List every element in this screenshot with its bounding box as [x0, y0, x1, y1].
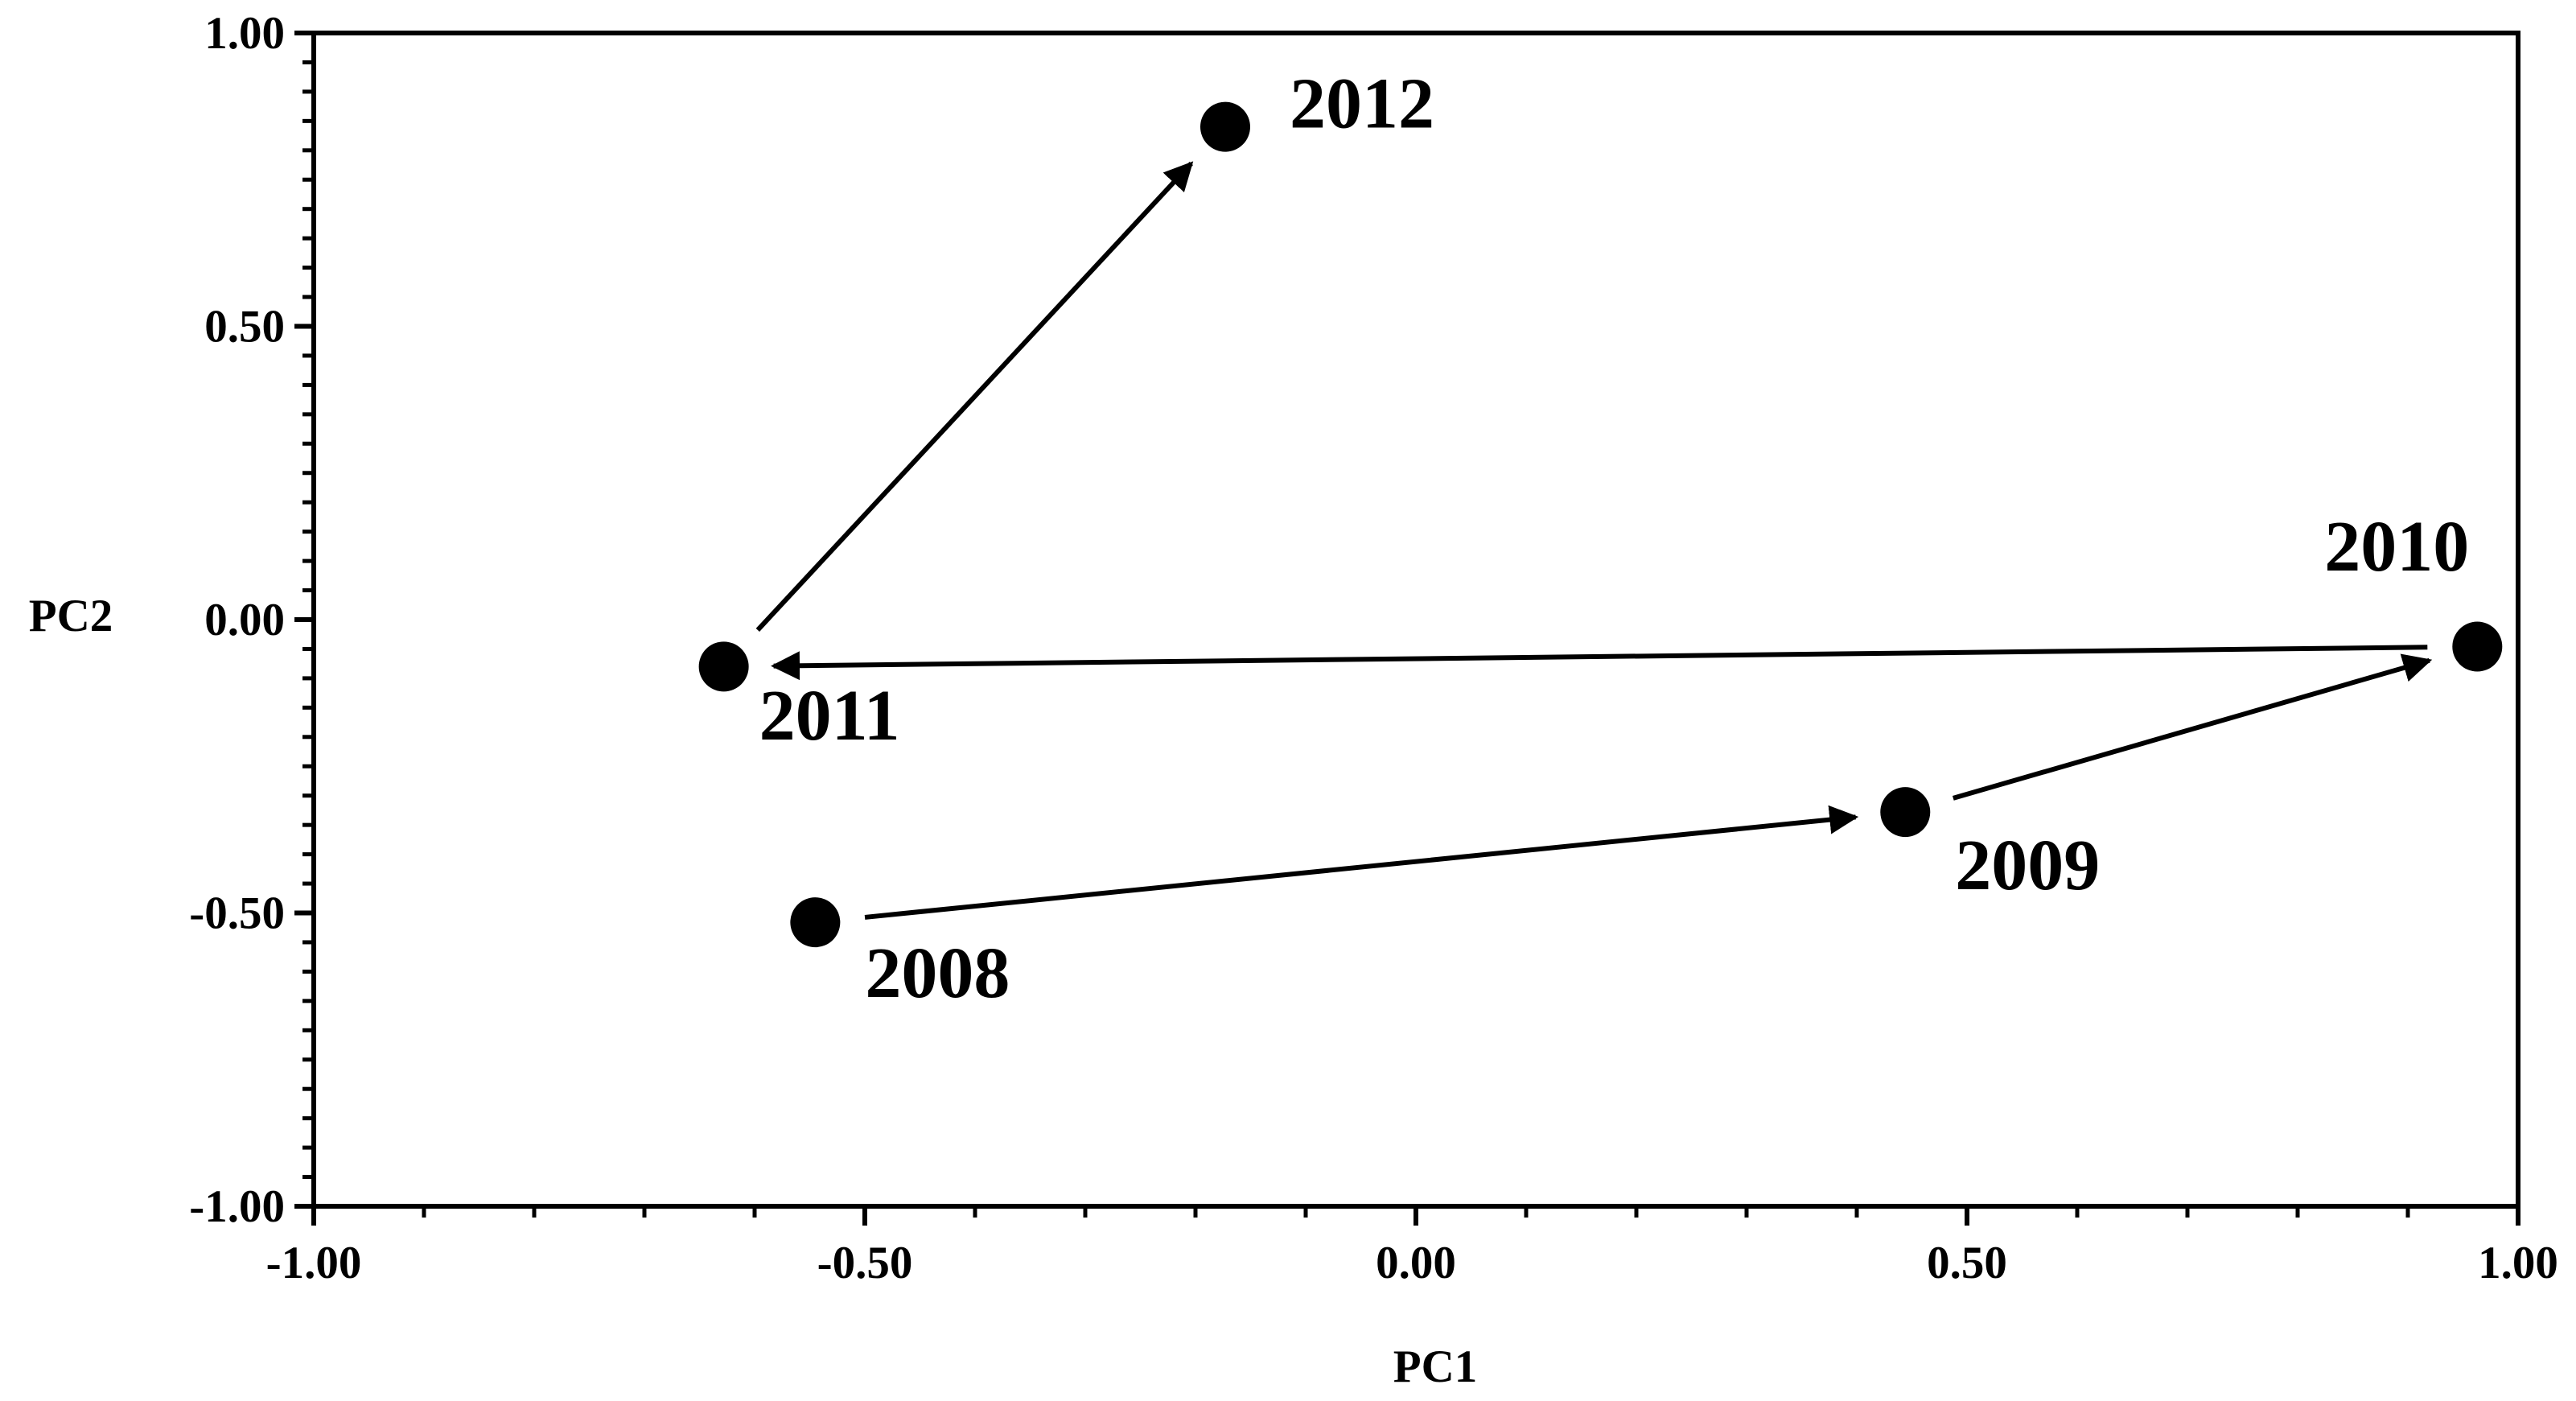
- point: [1200, 101, 1250, 152]
- point: [790, 897, 841, 948]
- arrow: [771, 645, 2428, 681]
- y-tick-label: -0.50: [189, 888, 285, 939]
- point: [1880, 787, 1931, 838]
- point-label: 2010: [2324, 507, 2469, 587]
- x-tick-label: -0.50: [817, 1238, 913, 1288]
- x-axis-label: PC1: [1393, 1341, 1477, 1392]
- y-axis-label: PC2: [29, 591, 113, 641]
- point: [2452, 621, 2503, 672]
- y-tick-label: 0.00: [204, 595, 285, 645]
- y-tick-label: -1.00: [189, 1181, 285, 1232]
- y-tick-label: 1.00: [204, 8, 285, 59]
- plot-frame: [311, 31, 2520, 1209]
- x-tick-label: 0.00: [1376, 1238, 1456, 1288]
- point-label: 2012: [1290, 64, 1434, 143]
- arrow: [1953, 653, 2433, 801]
- x-tick-label: 1.00: [2478, 1238, 2558, 1288]
- x-tick-label: 0.50: [1927, 1238, 2007, 1288]
- point-label: 2011: [759, 676, 900, 756]
- arrow: [755, 161, 1194, 632]
- point-label: 2008: [865, 933, 1010, 1013]
- point-label: 2009: [1955, 826, 2100, 905]
- arrow: [864, 805, 1859, 920]
- y-tick-label: 0.50: [204, 302, 285, 352]
- x-tick-label: -1.00: [266, 1238, 362, 1288]
- point: [698, 641, 749, 692]
